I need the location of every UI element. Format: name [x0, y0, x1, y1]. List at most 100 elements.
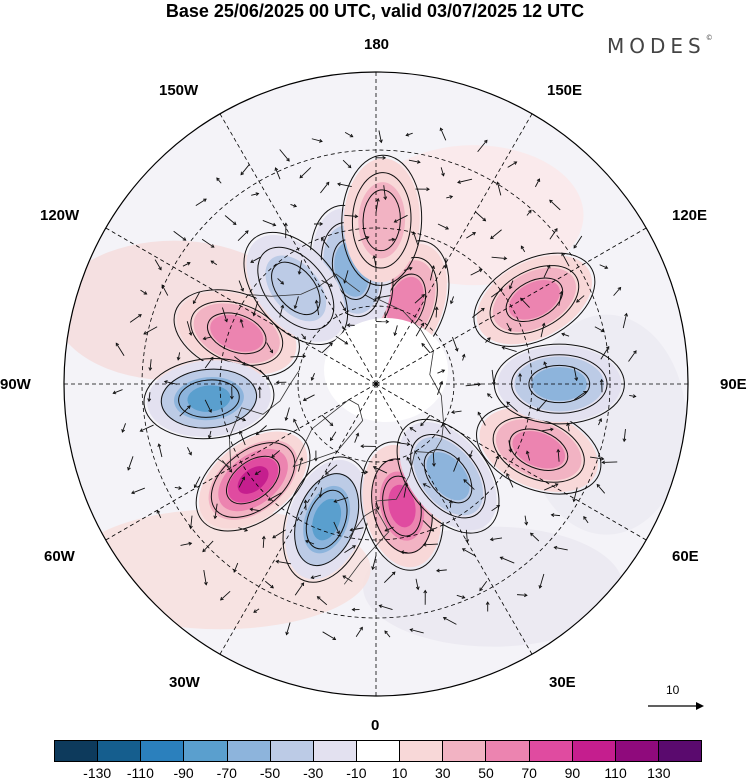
wind-vector-head: [254, 471, 259, 475]
lon-label-90e: 90E: [720, 376, 747, 393]
wind-vector-head: [632, 394, 637, 399]
wind-vector: [322, 631, 336, 640]
wind-vector: [204, 357, 214, 369]
wind-vector: [148, 392, 151, 402]
wind-vector: [279, 149, 290, 162]
streamline: [257, 246, 335, 331]
wind-vector: [277, 278, 284, 285]
wind-vector-head: [314, 299, 319, 304]
wind-vector: [164, 381, 178, 385]
wind-vector: [262, 220, 276, 226]
wind-vector: [479, 580, 488, 591]
wind-vector-head: [365, 236, 370, 240]
wind-vector: [491, 256, 507, 259]
wind-vector-head: [524, 521, 529, 526]
wind-vector: [452, 336, 458, 352]
wind-vector: [470, 269, 483, 276]
streamline: [396, 418, 500, 534]
wind-vector: [493, 455, 499, 467]
wind-vector: [506, 401, 518, 412]
wind-vector-head: [270, 584, 274, 589]
wind-vector: [462, 548, 476, 557]
wind-vector-head: [472, 232, 477, 236]
wind-vector-head: [305, 539, 309, 544]
wind-vector: [187, 447, 192, 456]
wind-vector: [526, 210, 532, 216]
streamline: [143, 357, 275, 440]
colorbar-swatch: [529, 741, 573, 761]
anomaly-center: [282, 456, 371, 583]
wind-vector-head: [269, 349, 273, 354]
wind-vector-head: [355, 432, 360, 437]
wind-vector-head: [187, 405, 191, 409]
wind-vector: [524, 515, 528, 525]
wind-vector: [401, 551, 408, 554]
streamline: [305, 489, 348, 550]
colorbar-tick-label: 10: [391, 765, 408, 781]
wind-vector-head: [239, 318, 244, 323]
wind-vector-head: [572, 498, 577, 503]
wind-vector-head: [297, 271, 302, 275]
wind-vector-head: [489, 537, 494, 542]
wind-vector-head: [373, 298, 378, 302]
wind-vector: [140, 424, 154, 432]
wind-vector: [465, 383, 481, 387]
wind-vector: [113, 389, 123, 394]
wind-vector: [377, 295, 391, 299]
wind-vector-head: [436, 568, 440, 573]
wind-vector: [415, 323, 424, 337]
wind-vector: [549, 199, 561, 211]
wind-vector: [508, 440, 512, 452]
wind-vector: [509, 280, 514, 289]
wind-vector-head: [283, 222, 288, 227]
wind-vector-head: [596, 483, 601, 488]
wind-vector: [179, 405, 191, 417]
wind-vector: [384, 526, 394, 532]
wind-vector-head: [178, 486, 182, 490]
wind-vector-head: [605, 345, 610, 350]
anomaly-contour-fill: [426, 452, 470, 501]
colorbar-tick-label: 130: [647, 765, 671, 781]
wind-vector-head: [583, 515, 587, 520]
wind-vector: [149, 359, 152, 371]
wind-vector-head: [430, 527, 435, 532]
wind-vector: [409, 427, 417, 433]
colorbar-tick-label: 110: [604, 765, 627, 781]
wind-vector-head: [272, 534, 276, 539]
wind-vector: [443, 617, 457, 625]
wind-vector: [373, 466, 388, 474]
wind-vector-head: [186, 261, 191, 266]
wind-vector-head: [431, 265, 436, 269]
wind-vector-head: [271, 454, 275, 458]
coastline: [248, 273, 360, 297]
wind-vector: [350, 527, 364, 531]
wind-vector: [311, 574, 322, 579]
wind-vector-head: [518, 373, 523, 377]
wind-vector: [403, 483, 408, 498]
wind-vector-head: [550, 427, 554, 432]
colorbar-swatch: [184, 741, 228, 761]
wind-vector: [622, 313, 628, 329]
wind-vector: [253, 608, 260, 613]
wind-vector-head: [420, 422, 424, 427]
wind-vector-head: [346, 323, 351, 328]
wind-vector: [378, 130, 382, 143]
wind-vector-head: [131, 490, 135, 495]
wind-vector: [383, 185, 386, 200]
wind-vector-head: [252, 312, 257, 317]
wind-vector: [203, 569, 207, 585]
wind-vector-head: [320, 237, 325, 242]
wind-vector-head: [163, 380, 168, 384]
streamline: [351, 172, 412, 269]
wind-vector-head: [342, 307, 346, 312]
wind-vector-head: [188, 525, 193, 530]
wind-vector: [490, 229, 502, 239]
wind-vector: [330, 431, 337, 441]
lon-label-60e: 60E: [672, 548, 699, 565]
wind-vector-head: [633, 350, 637, 354]
wind-vector: [540, 323, 545, 338]
wind-vector-head: [274, 167, 279, 171]
wind-vector: [502, 346, 517, 352]
wind-vector-head: [257, 386, 262, 390]
streamline: [271, 261, 321, 316]
